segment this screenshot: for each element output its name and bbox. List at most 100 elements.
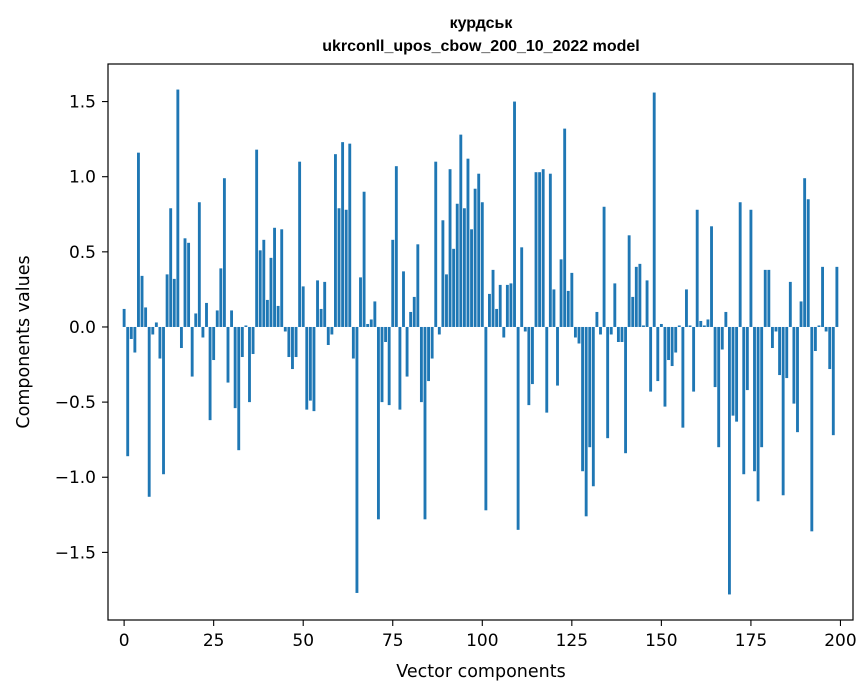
bar-199	[835, 266, 839, 327]
x-tick-label: 0	[119, 631, 130, 651]
x-tick-label: 150	[645, 631, 677, 651]
bar-53	[312, 326, 316, 412]
y-tick-label: −0.5	[55, 393, 96, 413]
bar-120	[552, 289, 556, 327]
bar-162	[702, 325, 706, 327]
bar-15	[176, 89, 180, 327]
bar-104	[495, 308, 499, 327]
bar-55	[319, 308, 323, 327]
bar-79	[405, 326, 409, 377]
bar-14	[172, 278, 176, 327]
x-tick-label: 125	[556, 631, 588, 651]
bar-41	[269, 257, 273, 327]
bar-128	[581, 326, 585, 472]
x-tick-label: 50	[292, 631, 314, 651]
bar-33	[240, 326, 244, 358]
bar-163	[706, 319, 710, 327]
bar-27	[219, 268, 223, 327]
bar-60	[337, 208, 341, 327]
bar-131	[591, 326, 595, 487]
bar-30	[230, 310, 234, 327]
bar-48	[294, 326, 298, 358]
bar-6	[144, 307, 148, 327]
bar-47	[291, 326, 294, 370]
bar-17	[183, 238, 187, 327]
bar-141	[627, 235, 631, 327]
y-tick-label: 1.0	[69, 168, 96, 188]
bar-100	[480, 202, 484, 327]
bar-94	[459, 134, 463, 327]
bar-137	[613, 283, 617, 327]
bar-4	[137, 152, 140, 327]
bar-110	[516, 326, 520, 530]
bar-184	[781, 326, 785, 496]
bar-50	[301, 286, 305, 327]
bar-157	[685, 289, 688, 327]
bar-96	[466, 158, 470, 327]
bar-170	[731, 326, 735, 416]
bar-130	[588, 326, 592, 448]
bar-64	[351, 326, 355, 359]
bar-178	[760, 326, 764, 448]
bar-180	[767, 269, 771, 327]
bar-175	[749, 209, 753, 327]
bar-172	[738, 202, 742, 327]
bar-150	[659, 323, 663, 327]
bar-90	[445, 274, 448, 327]
bar-103	[491, 269, 495, 327]
bar-78	[402, 271, 405, 327]
bar-71	[376, 326, 380, 520]
bar-74	[387, 326, 391, 406]
bar-149	[656, 326, 660, 382]
bar-75	[391, 239, 395, 327]
bar-67	[362, 191, 366, 327]
x-tick-label: 175	[735, 631, 767, 651]
bar-0	[122, 308, 126, 327]
bar-143	[634, 266, 638, 327]
bar-197	[828, 326, 832, 370]
bar-111	[520, 247, 524, 327]
bar-56	[323, 281, 327, 327]
bar-43	[276, 305, 280, 327]
bar-88	[437, 326, 441, 335]
bar-97	[470, 229, 473, 327]
bar-101	[484, 326, 488, 511]
bar-62	[344, 209, 348, 327]
bar-26	[215, 310, 219, 327]
bar-135	[606, 326, 610, 439]
bar-174	[745, 326, 749, 391]
bar-161	[699, 320, 703, 327]
bar-136	[609, 326, 613, 335]
bar-158	[688, 325, 692, 327]
bar-183	[778, 326, 782, 376]
y-tick-label: 0.0	[69, 318, 96, 338]
bar-119	[548, 173, 552, 327]
bar-70	[373, 301, 377, 327]
bar-95	[462, 208, 466, 327]
bar-109	[513, 101, 516, 327]
chart-title-line1: курдськ	[450, 15, 514, 32]
bar-21	[197, 202, 201, 327]
bar-20	[194, 313, 198, 327]
y-tick-label: −1.0	[55, 468, 96, 488]
bar-121	[556, 326, 559, 386]
bar-82	[416, 244, 420, 327]
bar-123	[563, 128, 567, 327]
y-tick-label: −1.5	[55, 543, 96, 563]
bar-122	[559, 259, 563, 327]
bar-18	[187, 242, 191, 327]
bar-189	[799, 301, 803, 327]
bar-176	[753, 326, 756, 472]
bar-191	[806, 199, 810, 327]
bar-159	[692, 326, 696, 392]
bar-185	[785, 326, 789, 379]
bar-188	[796, 326, 799, 433]
bar-193	[813, 326, 817, 352]
bar-93	[455, 203, 459, 327]
bar-2	[129, 326, 133, 339]
bar-11	[162, 326, 165, 475]
bar-72	[380, 326, 384, 403]
bar-63	[348, 143, 352, 327]
x-tick-label: 100	[466, 631, 498, 651]
